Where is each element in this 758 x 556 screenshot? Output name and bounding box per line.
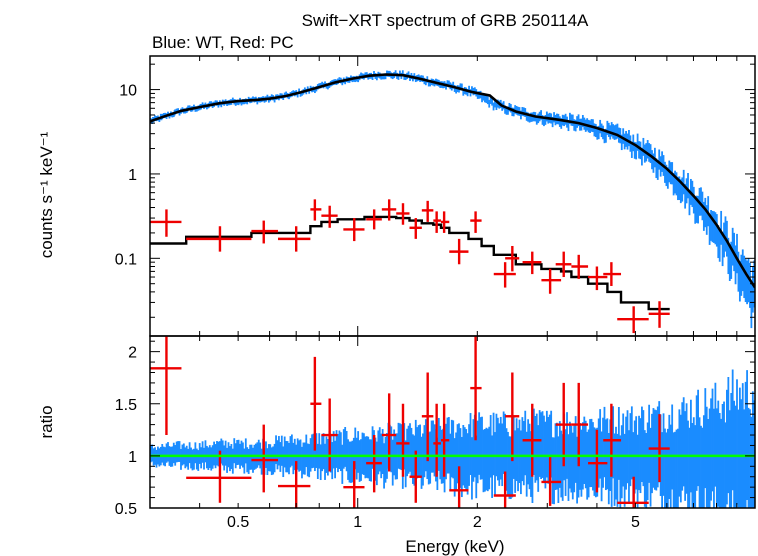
x-tick-label: 5 bbox=[631, 514, 640, 531]
pc-ratio-point bbox=[588, 429, 608, 493]
pc-data-point bbox=[433, 211, 441, 233]
pc-ratio-point bbox=[381, 393, 397, 472]
pc-ratio-point bbox=[603, 403, 622, 477]
pc-data-point bbox=[366, 209, 382, 230]
pc-data-point bbox=[571, 254, 589, 279]
x-tick-label: 0.5 bbox=[227, 514, 249, 531]
ratio-panel: 0.5 1 2 5 0.5 1 1.5 2 bbox=[115, 335, 756, 531]
y-tick-label: 1 bbox=[128, 449, 137, 466]
pc-ratio-point bbox=[449, 466, 469, 508]
pc-data-point bbox=[381, 199, 397, 221]
pc-data-point bbox=[522, 251, 542, 275]
chart-title: Swift−XRT spectrum of GRB 250114A bbox=[302, 11, 589, 30]
pc-data-point bbox=[421, 200, 434, 222]
pc-data-point bbox=[505, 245, 520, 272]
pc-model-step bbox=[150, 215, 670, 311]
pc-ratio-point bbox=[278, 461, 311, 508]
pc-ratio-point bbox=[541, 455, 562, 506]
x-tick-label: 1 bbox=[353, 514, 362, 531]
x-tick-label: 2 bbox=[473, 514, 482, 531]
pc-ratio-point bbox=[505, 372, 520, 462]
pc-ratio-point bbox=[571, 382, 589, 467]
pc-ratio-point bbox=[186, 450, 252, 503]
pc-data-point bbox=[321, 205, 338, 228]
spectrum-panel: 0.1 1 10 bbox=[115, 55, 756, 337]
pc-ratio-point bbox=[522, 403, 542, 477]
pc-data-point bbox=[588, 266, 608, 291]
y-axis-label-ratio: ratio bbox=[37, 405, 56, 438]
pc-ratio-point bbox=[343, 461, 365, 508]
pc-data-point bbox=[493, 262, 516, 288]
y-tick-label: 1.5 bbox=[115, 397, 137, 414]
chart-subtitle: Blue: WT, Red: PC bbox=[152, 33, 294, 52]
ratio-panel-frame bbox=[149, 335, 756, 509]
pc-data-point bbox=[310, 199, 322, 221]
pc-ratio-point bbox=[409, 450, 422, 503]
y-tick-label: 1 bbox=[128, 167, 137, 184]
pc-data-point bbox=[648, 301, 670, 328]
y-tick-label: 2 bbox=[128, 345, 137, 362]
pc-ratio-point bbox=[440, 403, 450, 477]
pc-ratio-point bbox=[648, 414, 670, 482]
pc-data-point bbox=[541, 268, 562, 294]
pc-data-point bbox=[150, 209, 182, 237]
y-tick-label: 0.1 bbox=[115, 251, 137, 268]
pc-ratio-point bbox=[617, 476, 649, 508]
pc-data-point bbox=[396, 203, 410, 225]
pc-ratio-series bbox=[150, 336, 670, 508]
pc-ratio-point bbox=[310, 356, 322, 451]
pc-ratio-point bbox=[251, 424, 279, 493]
pc-ratio-point bbox=[493, 471, 516, 508]
pc-data-point bbox=[278, 226, 311, 252]
y-axis-label-spectrum: counts s⁻¹ keV⁻¹ bbox=[37, 131, 56, 258]
pc-ratio-point bbox=[433, 403, 441, 477]
pc-data-series bbox=[150, 199, 670, 334]
pc-ratio-point bbox=[555, 382, 572, 467]
y-tick-label: 10 bbox=[119, 83, 137, 100]
wt-data-series bbox=[150, 70, 755, 329]
pc-data-point bbox=[449, 238, 469, 265]
pc-data-point bbox=[186, 226, 252, 252]
pc-data-point bbox=[617, 306, 649, 334]
pc-data-point bbox=[555, 251, 572, 278]
pc-ratio-point bbox=[366, 435, 382, 493]
wt-model-line bbox=[150, 73, 755, 289]
pc-data-point bbox=[409, 218, 422, 239]
pc-ratio-point bbox=[421, 372, 434, 462]
pc-ratio-point bbox=[470, 336, 482, 441]
y-tick-label: 0.5 bbox=[115, 501, 137, 518]
pc-data-point bbox=[251, 220, 279, 244]
pc-data-point bbox=[343, 218, 365, 242]
pc-data-point bbox=[440, 211, 450, 233]
pc-ratio-point bbox=[396, 403, 410, 477]
pc-ratio-point bbox=[150, 336, 182, 436]
pc-data-point bbox=[470, 211, 482, 233]
x-axis-label: Energy (keV) bbox=[405, 537, 504, 556]
pc-data-point bbox=[603, 262, 622, 286]
pc-ratio-point bbox=[321, 398, 338, 472]
